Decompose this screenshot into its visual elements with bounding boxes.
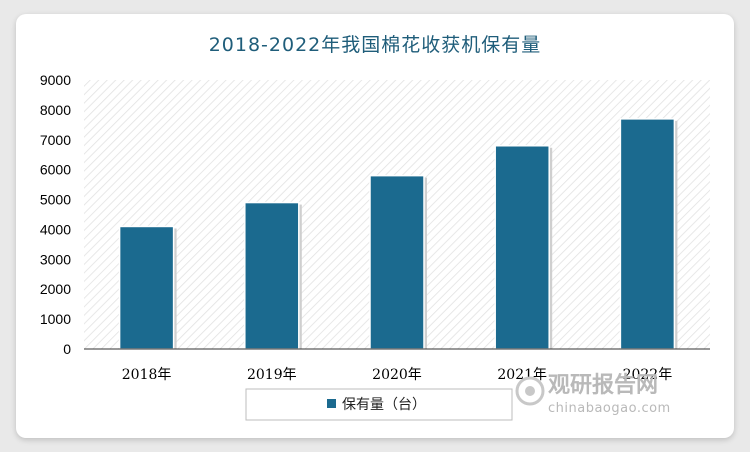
y-tick-label: 3000 [40, 251, 71, 267]
y-tick-label: 1000 [40, 311, 71, 327]
y-tick-label: 7000 [40, 132, 71, 148]
x-tick-label: 2018年 [122, 367, 172, 383]
bar-2021年 [494, 145, 550, 350]
legend-swatch [327, 399, 336, 408]
bar-2018年 [118, 225, 175, 350]
y-tick-label: 6000 [40, 162, 71, 178]
x-tick-label: 2019年 [247, 367, 297, 383]
chart-title: 2018-2022年我国棉花收获机保有量 [209, 34, 542, 56]
x-axis: 2018年 2019年 2020年 2021年 2022年 [122, 367, 672, 383]
bar-2020年 [369, 174, 425, 350]
legend: 保有量（台） [245, 388, 513, 421]
watermark: 观研报告网 chinabaogao.com [515, 373, 671, 416]
y-axis: 0 1000 2000 3000 4000 5000 6000 7000 8000 9000 [40, 72, 71, 357]
legend-box [245, 388, 513, 421]
bars [118, 118, 678, 350]
watermark-en: chinabaogao.com [548, 401, 671, 416]
y-tick-label: 4000 [40, 221, 71, 237]
x-tick-label: 2022年 [623, 367, 673, 383]
x-tick-label: 2020年 [372, 367, 422, 383]
watermark-logo-icon [515, 376, 545, 406]
y-tick-label: 2000 [40, 281, 71, 297]
y-tick-label: 9000 [40, 72, 71, 88]
y-tick-label: 5000 [40, 192, 71, 208]
watermark-cn: 观研报告网 [548, 373, 658, 398]
y-tick-label: 8000 [40, 102, 71, 118]
bar-2019年 [244, 201, 300, 350]
legend-label: 保有量（台） [342, 397, 426, 413]
watermark-logo-dot [525, 386, 535, 396]
y-tick-label: 0 [63, 341, 71, 357]
bar-2022年 [619, 118, 676, 350]
